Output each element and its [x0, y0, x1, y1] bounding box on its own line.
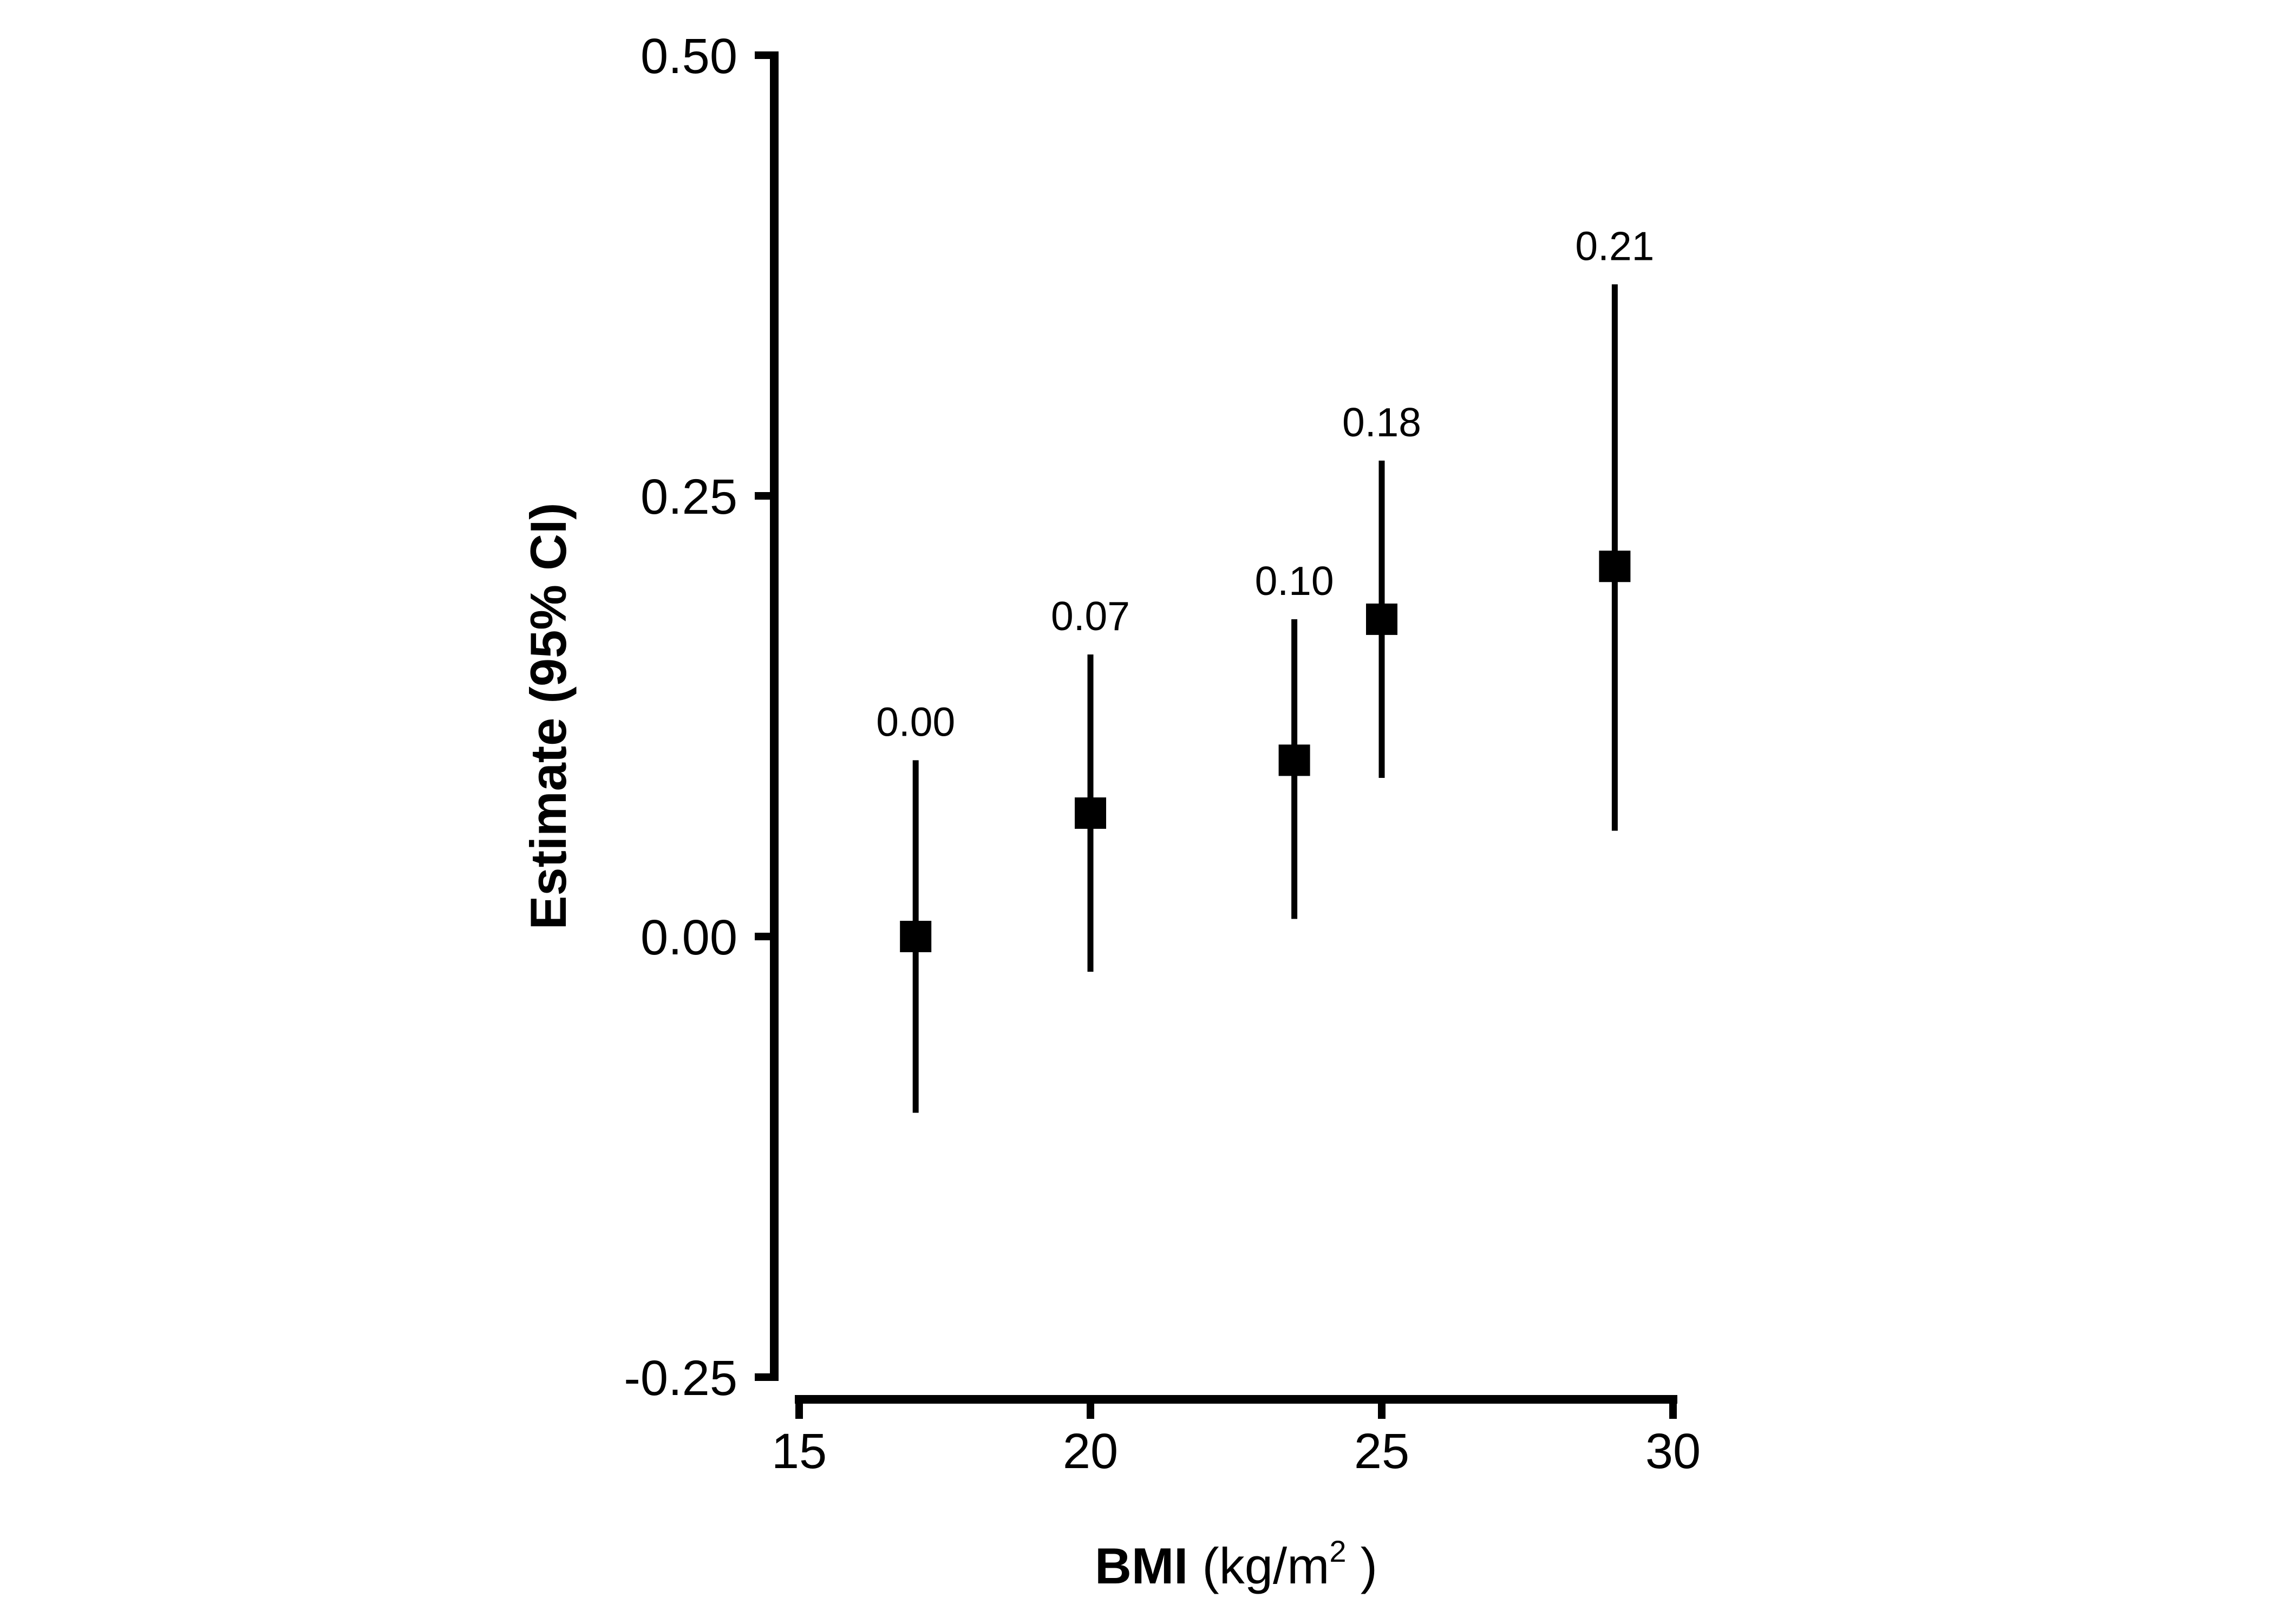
- point-marker: [1075, 797, 1106, 829]
- x-tick-label: 15: [772, 1424, 827, 1479]
- point-value-label: 0.21: [1575, 223, 1654, 269]
- data-point: 0.00: [876, 699, 955, 1113]
- data-point: 0.10: [1255, 558, 1334, 919]
- point-value-label: 0.10: [1255, 558, 1334, 604]
- x-tick-label: 25: [1354, 1424, 1409, 1479]
- data-point: 0.21: [1575, 223, 1654, 831]
- point-marker: [1599, 551, 1631, 582]
- x-axis: 15 20 25 30: [772, 1395, 1701, 1479]
- point-marker: [900, 921, 932, 952]
- point-value-label: 0.00: [876, 699, 955, 744]
- x-axis-title-part: ): [1347, 1537, 1377, 1594]
- x-tick-label: 30: [1645, 1424, 1701, 1479]
- x-tick-label: 20: [1063, 1424, 1118, 1479]
- y-tick-label: 0.25: [641, 469, 737, 525]
- y-tick-label: 0.50: [641, 29, 737, 84]
- point-marker: [1278, 744, 1310, 776]
- point-value-label: 0.07: [1051, 593, 1130, 639]
- y-tick-label: -0.25: [624, 1351, 737, 1406]
- data-point: 0.07: [1051, 593, 1130, 972]
- x-axis-title-part: 2: [1329, 1534, 1346, 1568]
- x-axis-title-part: BMI: [1095, 1537, 1188, 1594]
- point-value-label: 0.18: [1342, 400, 1421, 445]
- y-axis: 0.50 0.25 0.00 -0.25: [624, 29, 779, 1406]
- y-tick-label: 0.00: [641, 910, 737, 965]
- x-axis-title: BMI (kg/m2 ): [1095, 1534, 1377, 1594]
- data-series: 0.00 0.07 0.10 0.18 0.21: [876, 223, 1654, 1113]
- point-marker: [1366, 603, 1397, 635]
- data-point: 0.18: [1342, 400, 1421, 778]
- y-axis-title: Estimate (95% CI): [520, 503, 577, 930]
- x-axis-title-part: (kg/m: [1188, 1537, 1329, 1594]
